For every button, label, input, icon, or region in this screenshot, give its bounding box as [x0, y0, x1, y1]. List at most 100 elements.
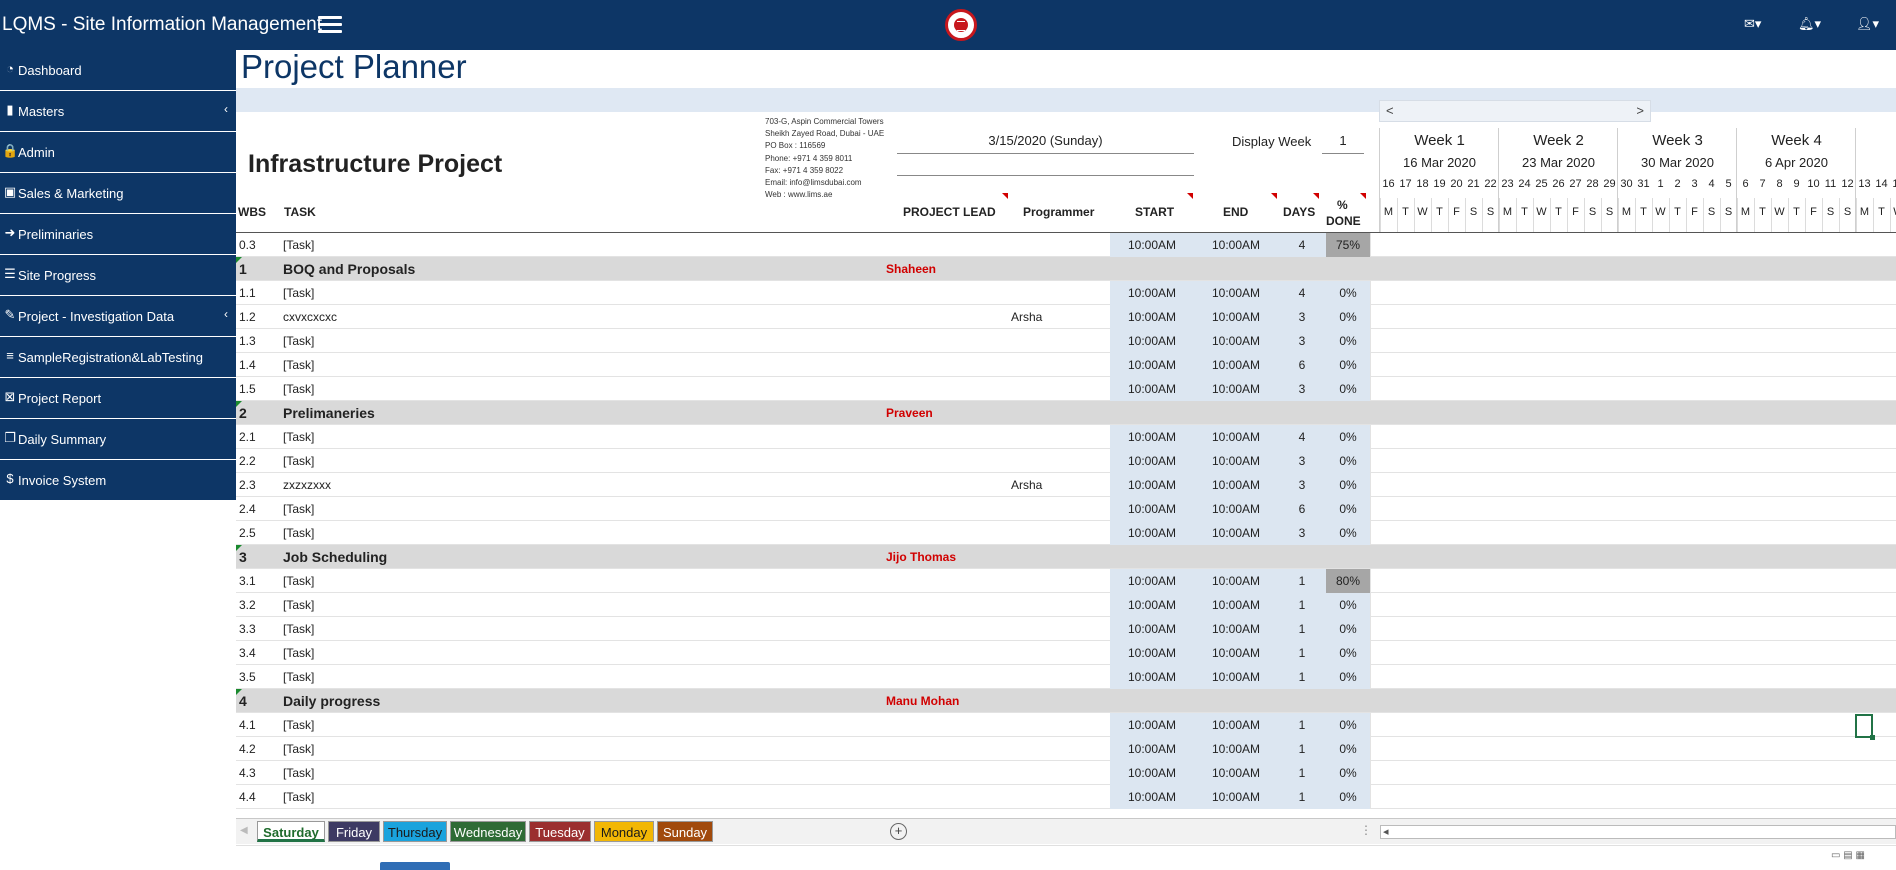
wbs-cell[interactable]: 1.1 — [239, 286, 256, 300]
wbs-cell[interactable]: 1.4 — [239, 358, 256, 372]
percent-done-cell[interactable]: 75% — [1326, 233, 1370, 257]
project-start-date[interactable]: 3/15/2020 (Sunday) — [897, 130, 1194, 154]
days-cell[interactable]: 1 — [1278, 569, 1326, 593]
days-cell[interactable]: 3 — [1278, 449, 1326, 473]
sidebar-item-invoice-system[interactable]: $ Invoice System — [0, 460, 236, 501]
days-cell[interactable]: 1 — [1278, 737, 1326, 761]
days-cell[interactable]: 1 — [1278, 761, 1326, 785]
scroll-right-icon[interactable]: > — [1636, 103, 1644, 118]
task-cell[interactable]: [Task] — [283, 622, 315, 636]
view-mode-icons[interactable]: ▭ ▤ ▦ — [1831, 850, 1865, 861]
wbs-cell[interactable]: 4 — [239, 693, 247, 709]
sidebar-item-site-progress[interactable]: ☰ Site Progress — [0, 255, 236, 296]
gantt-cells[interactable] — [1370, 425, 1896, 449]
task-cell[interactable]: [Task] — [283, 526, 315, 540]
task-cell[interactable]: [Task] — [283, 430, 315, 444]
chevron-left-icon[interactable]: ‹ — [224, 307, 228, 321]
task-cell[interactable]: [Task] — [283, 574, 315, 588]
start-cell[interactable]: 10:00AM — [1110, 497, 1194, 521]
percent-done-cell[interactable]: 0% — [1326, 353, 1370, 377]
table-row[interactable]: 2.5 [Task] 10:00AM 10:00AM 3 0% — [236, 521, 1896, 545]
wbs-cell[interactable]: 3.3 — [239, 622, 256, 636]
app-logo-icon[interactable] — [945, 9, 977, 41]
end-cell[interactable]: 10:00AM — [1194, 233, 1278, 257]
tab-wednesday[interactable]: Wednesday — [450, 821, 526, 842]
task-cell[interactable]: [Task] — [283, 718, 315, 732]
days-cell[interactable]: 3 — [1278, 473, 1326, 497]
table-row[interactable]: 1.3 [Task] 10:00AM 10:00AM 3 0% — [236, 329, 1896, 353]
start-cell[interactable]: 10:00AM — [1110, 641, 1194, 665]
sidebar-item-admin[interactable]: 🔒 Admin — [0, 132, 236, 173]
end-cell[interactable]: 10:00AM — [1194, 305, 1278, 329]
tab-saturday[interactable]: Saturday — [257, 821, 325, 842]
task-cell[interactable]: Daily progress — [283, 693, 381, 709]
gantt-cells[interactable] — [1370, 353, 1896, 377]
end-cell[interactable]: 10:00AM — [1194, 617, 1278, 641]
table-row[interactable]: 3.2 [Task] 10:00AM 10:00AM 1 0% — [236, 593, 1896, 617]
end-cell[interactable]: 10:00AM — [1194, 641, 1278, 665]
days-cell[interactable]: 4 — [1278, 233, 1326, 257]
percent-done-cell[interactable]: 0% — [1326, 593, 1370, 617]
project-lead-cell[interactable]: Shaheen — [886, 262, 937, 276]
horizontal-scrollbar[interactable]: ◂ — [1380, 825, 1896, 839]
wbs-cell[interactable]: 3.5 — [239, 670, 256, 684]
project-lead-cell[interactable]: Jijo Thomas — [886, 550, 957, 564]
percent-done-cell[interactable]: 0% — [1326, 425, 1370, 449]
task-cell[interactable]: BOQ and Proposals — [283, 261, 416, 277]
tab-tuesday[interactable]: Tuesday — [529, 821, 591, 842]
days-cell[interactable]: 1 — [1278, 593, 1326, 617]
tab-split-handle-icon[interactable]: ⋮ — [1360, 823, 1372, 837]
end-cell[interactable]: 10:00AM — [1194, 377, 1278, 401]
start-cell[interactable]: 10:00AM — [1110, 617, 1194, 641]
start-cell[interactable]: 10:00AM — [1110, 713, 1194, 737]
project-lead-cell[interactable]: Praveen — [886, 406, 933, 420]
start-cell[interactable]: 10:00AM — [1110, 785, 1194, 809]
days-cell[interactable]: 6 — [1278, 497, 1326, 521]
scroll-left-icon[interactable]: ◂ — [1383, 826, 1389, 838]
task-cell[interactable]: zxzxzxxx — [283, 478, 331, 492]
table-row[interactable]: 3.1 [Task] 10:00AM 10:00AM 1 80% — [236, 569, 1896, 593]
wbs-cell[interactable]: 4.3 — [239, 766, 256, 780]
sidebar-item-dashboard[interactable]: ◔ Dashboard — [0, 50, 236, 91]
tab-friday[interactable]: Friday — [328, 821, 380, 842]
gantt-cells[interactable] — [1370, 737, 1896, 761]
gantt-cells[interactable] — [1370, 329, 1896, 353]
table-row[interactable]: 4.2 [Task] 10:00AM 10:00AM 1 0% — [236, 737, 1896, 761]
table-row[interactable]: 4.1 [Task] 10:00AM 10:00AM 1 0% — [236, 713, 1896, 737]
wbs-cell[interactable]: 3 — [239, 549, 247, 565]
task-cell[interactable]: [Task] — [283, 334, 315, 348]
wbs-cell[interactable]: 4.1 — [239, 718, 256, 732]
table-row[interactable]: 2.4 [Task] 10:00AM 10:00AM 6 0% — [236, 497, 1896, 521]
task-cell[interactable]: [Task] — [283, 454, 315, 468]
percent-done-cell[interactable]: 0% — [1326, 641, 1370, 665]
start-cell[interactable]: 10:00AM — [1110, 353, 1194, 377]
gantt-cells[interactable] — [1370, 521, 1896, 545]
days-cell[interactable]: 6 — [1278, 353, 1326, 377]
table-row[interactable]: 2.3 zxzxzxxx Arsha 10:00AM 10:00AM 3 0% — [236, 473, 1896, 497]
end-cell[interactable]: 10:00AM — [1194, 449, 1278, 473]
sidebar-item-project-investigation-data[interactable]: ✎ Project - Investigation Data ‹ — [0, 296, 236, 337]
table-row[interactable]: 3.4 [Task] 10:00AM 10:00AM 1 0% — [236, 641, 1896, 665]
task-cell[interactable]: [Task] — [283, 766, 315, 780]
week-scroller[interactable]: < > — [1379, 100, 1651, 122]
gantt-cells[interactable] — [1370, 377, 1896, 401]
task-cell[interactable]: Prelimaneries — [283, 405, 375, 421]
start-cell[interactable]: 10:00AM — [1110, 281, 1194, 305]
days-cell[interactable]: 1 — [1278, 665, 1326, 689]
wbs-cell[interactable]: 2.5 — [239, 526, 256, 540]
wbs-cell[interactable]: 2.4 — [239, 502, 256, 516]
wbs-cell[interactable]: 4.2 — [239, 742, 256, 756]
end-cell[interactable]: 10:00AM — [1194, 425, 1278, 449]
wbs-cell[interactable]: 1.2 — [239, 310, 256, 324]
end-cell[interactable]: 10:00AM — [1194, 497, 1278, 521]
end-cell[interactable]: 10:00AM — [1194, 593, 1278, 617]
bottom-button[interactable] — [380, 862, 450, 870]
gantt-cells[interactable] — [1370, 593, 1896, 617]
days-cell[interactable]: 1 — [1278, 713, 1326, 737]
percent-done-cell[interactable]: 0% — [1326, 377, 1370, 401]
wbs-cell[interactable]: 2.2 — [239, 454, 256, 468]
start-cell[interactable]: 10:00AM — [1110, 761, 1194, 785]
gantt-cells[interactable] — [1370, 665, 1896, 689]
bell-icon[interactable]: 🔔︎▾ — [1798, 16, 1822, 31]
start-cell[interactable]: 10:00AM — [1110, 305, 1194, 329]
